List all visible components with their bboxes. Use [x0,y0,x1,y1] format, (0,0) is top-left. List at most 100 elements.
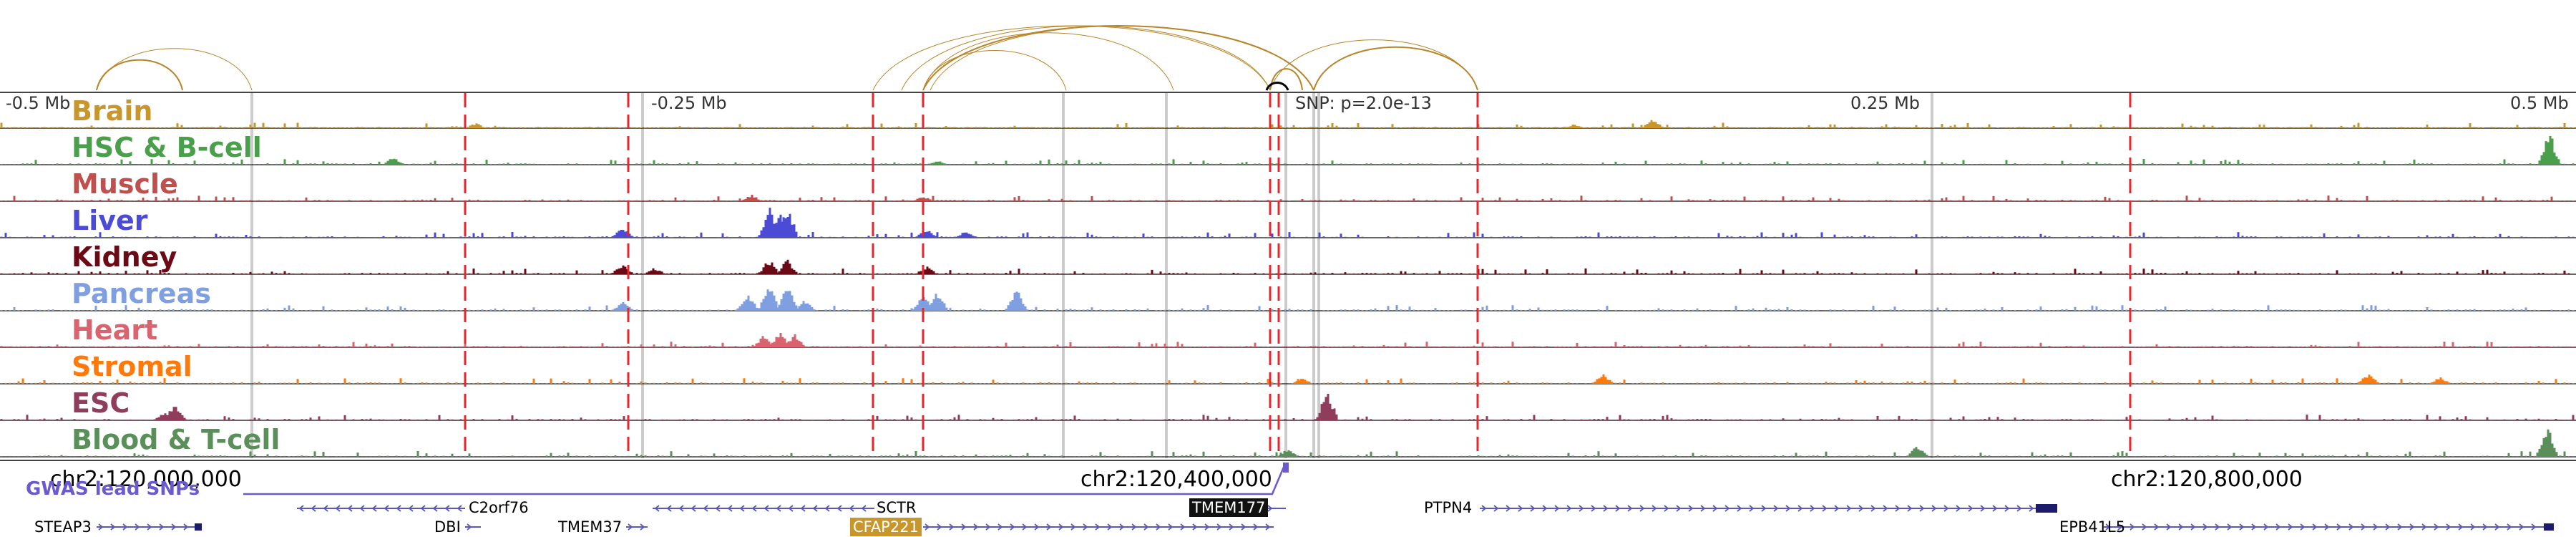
track-label-liver: Liver [72,205,148,236]
track-signal-noise [0,122,2575,128]
track-signal-peak [1641,120,1664,128]
track-signal-peak [926,294,948,311]
track-signal-peak [2538,135,2560,165]
track-signal-noise [0,342,2575,347]
track-label-pancreas: Pancreas [72,278,211,309]
track-label-hsc-b-cell: HSC & B-cell [72,132,262,163]
snp-loop-arc [1265,82,1289,91]
gwas-snp-marker [1283,463,1289,473]
track-signal-noise [0,232,2575,238]
interaction-arc [922,50,1067,91]
track-signal-noise [0,195,2575,201]
coordinate-label: chr2:120,400,000 [1080,467,1272,492]
gene-label-ptpn4[interactable]: PTPN4 [1424,499,1473,516]
track-signal-peak [643,268,665,274]
interaction-arc [1313,46,1478,91]
gene-chevron [654,505,867,512]
track-signal-peak [1291,379,1313,384]
gene-chevron [2105,523,2537,531]
track-signal-peak [776,291,798,311]
track-signal-peak [1906,447,1928,457]
track-signal-noise [0,451,2575,457]
track-signal-peak [1591,374,1614,384]
track-label-esc: ESC [72,387,130,419]
track-signal-peak [1005,291,1027,311]
gray-marker-line [1165,93,1168,458]
track-signal-peak [776,213,798,238]
interaction-arc [96,48,253,91]
gray-marker-line [1312,93,1315,458]
track-signal-peak [955,232,977,238]
interaction-arc [96,59,183,91]
track-signal-peak [740,195,762,201]
gwas-track-label: GWAS lead SNPs [26,478,200,500]
axis-tick-label: -0.5 Mb [6,93,71,113]
gray-marker-line [250,93,253,458]
axis-tick-label: 0.25 Mb [1850,93,1921,113]
gray-marker-line [641,93,644,458]
gene-label-cfap221[interactable]: CFAP221 [850,518,922,536]
gene-chevron [1481,505,2034,512]
track-signal-noise [0,268,2570,274]
track-label-heart: Heart [72,314,158,346]
interaction-arc [1269,68,1303,91]
gene-chevron [628,523,645,531]
gene-label-steap3[interactable]: STEAP3 [34,518,92,536]
track-signal-peak [776,259,798,274]
track-area [0,92,2576,461]
track-label-stromal: Stromal [72,351,192,382]
gene-label-sctr[interactable]: SCTR [877,499,917,516]
track-label-blood-t-cell: Blood & T-cell [72,424,280,455]
gene-label-epb41l5[interactable]: EPB41L5 [2059,518,2126,536]
track-signal-peak [382,158,404,165]
gray-marker-line [1284,93,1287,458]
track-signal-peak [2357,374,2379,384]
axis-tick-label: -0.25 Mb [651,93,727,113]
gene-label-tmem177[interactable]: TMEM177 [1189,498,1269,517]
gene-label-tmem37[interactable]: TMEM37 [558,518,623,536]
coordinate-label: chr2:120,000,000 [50,467,242,492]
axis-tick-label: 0.5 Mb [2510,93,2569,113]
gene-exon-block [2036,504,2057,513]
track-signal-peak [926,161,948,165]
track-signal-peak [794,301,816,311]
gray-marker-line [1317,93,1320,458]
track-signal-peak [783,334,805,347]
track-signal-noise [0,415,2575,420]
gray-marker-line [1062,93,1065,458]
gene-chevron [298,505,462,512]
track-label-brain: Brain [72,95,153,127]
gene-exon-block [195,523,202,531]
track-signal-peak [153,413,175,420]
gwas-connector-line [243,465,1286,495]
track-signal-peak [1277,450,1299,457]
track-signal-peak [2429,377,2451,384]
gene-exon-block [2544,523,2554,531]
interaction-arc [922,25,1314,91]
track-signal-peak [1563,125,1585,128]
track-signal-peak [736,295,758,311]
interaction-arc [922,32,1174,91]
track-signal-peak [912,197,934,201]
track-signal-peak [2536,429,2558,457]
gene-label-dbi[interactable]: DBI [434,518,461,536]
track-signal-noise [0,305,2575,311]
track-signal-peak [758,289,780,311]
snp-label: SNP: p=2.0e-13 [1295,93,1432,113]
gene-chevron [467,523,472,531]
track-label-muscle: Muscle [72,168,178,200]
interaction-arc [930,25,1314,91]
coordinate-label: chr2:120,800,000 [2111,467,2303,492]
track-signal-noise [0,378,2575,384]
gene-chevron [98,523,189,531]
track-label-kidney: Kidney [72,241,177,273]
track-signal-noise [0,159,2575,165]
interaction-arc [901,25,1271,91]
gray-marker-line [1931,93,1933,458]
track-signal-peak [758,262,780,274]
gene-chevron [924,523,1271,531]
track-signal-peak [1316,394,1338,420]
gene-label-c2orf76[interactable]: C2orf76 [469,499,529,516]
